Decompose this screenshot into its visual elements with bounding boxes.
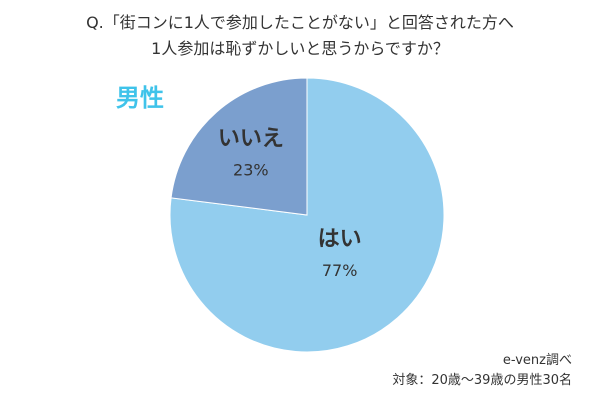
pie-slice-no xyxy=(170,77,308,216)
slice-value-no: 23% xyxy=(233,160,269,179)
source-credit: e-venz調べ xyxy=(502,353,572,368)
segment-label: 男性 xyxy=(116,84,164,112)
survey-target: 対象：20歳〜39歳の男性30名 xyxy=(392,373,572,388)
slice-label-no: いいえ xyxy=(218,126,284,151)
question-line-2: 1人参加は恥ずかしいと思うからですか？ xyxy=(151,39,449,58)
slice-label-yes: はい xyxy=(318,227,362,252)
question-line-1: Q.「街コンに1人で参加したことがない」と回答された方へ xyxy=(86,13,514,32)
slice-value-yes: 77% xyxy=(322,261,358,280)
